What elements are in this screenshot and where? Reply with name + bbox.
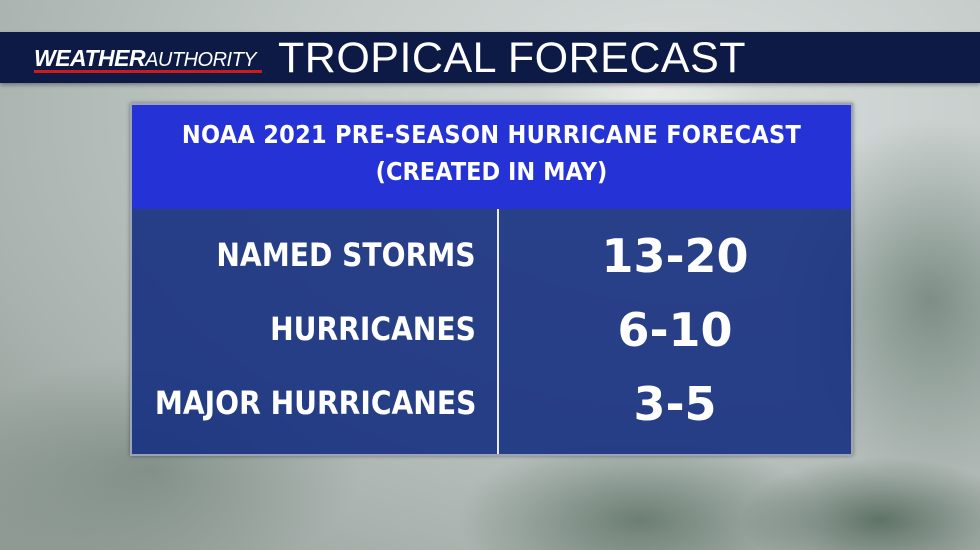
row-value-named-storms: 13-20: [601, 229, 749, 283]
column-divider: [497, 209, 499, 454]
logo-text: WEATHERAUTHORITY: [34, 45, 257, 72]
forecast-panel-heading: NOAA 2021 PRE-SEASON HURRICANE FORECAST …: [132, 105, 851, 209]
row-value-hurricanes: 6-10: [617, 303, 733, 357]
forecast-panel: NOAA 2021 PRE-SEASON HURRICANE FORECAST …: [130, 103, 853, 456]
row-label-named-storms: NAMED STORMS: [216, 236, 476, 274]
row-label-hurricanes: HURRICANES: [270, 310, 476, 348]
logo-weather-word: WEATHER: [34, 45, 146, 71]
logo-authority-word: AUTHORITY: [145, 49, 257, 71]
title-bar: WEATHERAUTHORITY TROPICAL FORECAST: [0, 32, 980, 83]
logo-underline: [34, 70, 262, 73]
heading-line-2: (CREATED IN MAY): [375, 157, 608, 186]
page-title: TROPICAL FORECAST: [278, 34, 747, 82]
weather-authority-logo: WEATHERAUTHORITY: [34, 45, 262, 73]
heading-line-1: NOAA 2021 PRE-SEASON HURRICANE FORECAST: [181, 120, 802, 149]
row-value-major-hurricanes: 3-5: [633, 377, 717, 431]
row-label-major-hurricanes: MAJOR HURRICANES: [154, 384, 476, 422]
